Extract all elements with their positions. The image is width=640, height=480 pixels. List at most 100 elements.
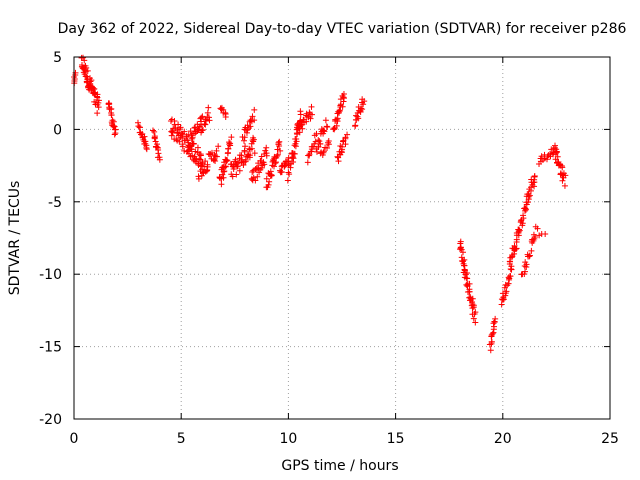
data-point [224,157,231,164]
data-point [213,153,220,160]
y-tick-label: -5 [48,195,62,211]
data-point [526,253,533,260]
point-cluster [263,138,284,191]
data-point [238,152,245,159]
data-point [462,271,469,278]
data-point [263,175,270,182]
data-point [168,132,175,139]
data-point [523,206,530,213]
data-point [522,268,529,275]
data-point [352,123,359,130]
data-point [268,172,275,179]
data-point [80,54,87,61]
data-point [266,178,273,185]
data-point [472,309,479,316]
data-point [181,128,188,135]
data-point [293,138,300,145]
data-point [339,103,346,110]
data-point [463,281,470,288]
data-points [71,54,569,354]
data-point [491,323,498,330]
data-point [205,114,212,121]
data-point [138,131,145,138]
x-tick-label: 10 [279,431,297,447]
data-point [334,115,341,122]
data-point [461,262,468,269]
data-point [321,128,328,135]
data-point [215,143,222,150]
data-point [169,129,176,136]
data-point [470,315,477,322]
data-point [336,107,343,114]
data-point [226,141,233,148]
x-tick-label: 20 [494,431,512,447]
data-point [246,154,253,161]
y-tick-label: -20 [39,412,62,428]
data-point [469,295,476,302]
data-point [141,133,148,140]
data-point [526,252,533,259]
data-point [277,147,284,154]
data-point [357,105,364,112]
data-point [218,181,225,188]
data-point [531,179,538,186]
point-cluster [498,263,515,308]
data-point [197,151,204,158]
data-point [219,171,226,178]
data-point [248,145,255,152]
data-point [275,141,282,148]
data-point [210,157,217,164]
data-point [503,288,510,295]
data-point [94,110,101,117]
data-point [304,159,311,166]
plot-frame [73,56,611,420]
data-point [287,164,294,171]
data-point [197,156,204,163]
point-cluster [334,131,351,165]
point-cluster [248,144,270,184]
y-axis-label: SDTVAR / TECUs [7,181,23,296]
data-point [460,249,467,256]
x-tick-label: 25 [601,431,619,447]
point-cluster [167,116,206,168]
y-tick-label: 5 [53,50,62,66]
data-point [516,227,523,234]
data-point [81,57,88,64]
data-point [520,215,527,222]
data-point [297,117,304,124]
x-axis-label: GPS time / hours [281,458,398,474]
point-cluster [550,144,569,189]
y-tick-label: -15 [39,340,62,356]
data-point [525,193,532,200]
data-point [513,246,520,253]
point-cluster [294,103,315,132]
data-point [243,129,250,136]
data-point [176,138,183,145]
point-cluster [352,96,368,130]
data-point [88,77,95,84]
data-point [186,143,193,150]
x-tick-label: 0 [70,431,79,447]
data-point [307,115,314,122]
point-cluster [330,90,347,133]
data-point [274,152,281,159]
data-point [83,64,90,71]
data-point [110,123,117,130]
data-point [506,260,513,267]
data-point [526,192,533,199]
data-point [525,199,532,206]
data-point [205,104,212,111]
data-point [531,173,538,180]
data-point [241,147,248,154]
data-point [322,117,329,124]
data-point [169,127,176,134]
data-point [274,146,281,153]
data-point [199,113,206,120]
data-point [95,104,102,111]
data-point [222,163,229,170]
data-point [458,246,465,253]
x-tick-labels: 0 5 10 15 20 25 [70,431,619,447]
point-cluster [239,106,258,144]
data-point [228,134,235,141]
data-point [202,121,209,128]
